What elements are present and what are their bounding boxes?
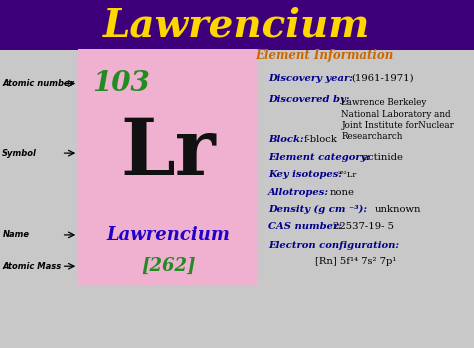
Bar <box>0 0 474 50</box>
Text: Lawrence Berkeley
National Laboratory and
Joint Institute forNuclear
Researcharc: Lawrence Berkeley National Laboratory an… <box>341 98 454 142</box>
Text: ²⁶²Lr: ²⁶²Lr <box>338 171 357 179</box>
Text: CAS number:: CAS number: <box>268 222 342 231</box>
Text: Atomic Mass: Atomic Mass <box>2 262 62 271</box>
Text: Density (g cm ⁻³):: Density (g cm ⁻³): <box>268 205 367 214</box>
Text: Discovered by:: Discovered by: <box>268 95 349 104</box>
Text: Allotropes:: Allotropes: <box>268 188 329 197</box>
Text: Block:: Block: <box>268 135 303 144</box>
Text: Name: Name <box>2 230 29 239</box>
Text: unknown: unknown <box>374 205 421 214</box>
Text: Symbol: Symbol <box>2 149 37 158</box>
Text: Lawrencium: Lawrencium <box>106 226 230 244</box>
Text: Lawrencium: Lawrencium <box>103 7 371 45</box>
Text: Element category:: Element category: <box>268 153 370 162</box>
Text: f-block: f-block <box>303 135 337 144</box>
Text: Electron configuration:: Electron configuration: <box>268 241 399 250</box>
Text: (1961-1971): (1961-1971) <box>351 74 413 83</box>
Bar <box>78 49 258 285</box>
Text: Atomic number: Atomic number <box>2 79 74 88</box>
Text: [Rn] 5f¹⁴ 7s² 7p¹: [Rn] 5f¹⁴ 7s² 7p¹ <box>315 257 397 266</box>
Text: 22537-19- 5: 22537-19- 5 <box>333 222 394 231</box>
Text: Element Information: Element Information <box>255 49 394 62</box>
Text: 103: 103 <box>92 70 150 97</box>
Text: Key isotopes:: Key isotopes: <box>268 170 342 179</box>
Text: Discovery year:: Discovery year: <box>268 74 353 83</box>
Text: actinide: actinide <box>363 153 403 162</box>
Text: none: none <box>329 188 355 197</box>
Text: Lr: Lr <box>120 115 216 191</box>
Text: [262]: [262] <box>141 257 195 275</box>
